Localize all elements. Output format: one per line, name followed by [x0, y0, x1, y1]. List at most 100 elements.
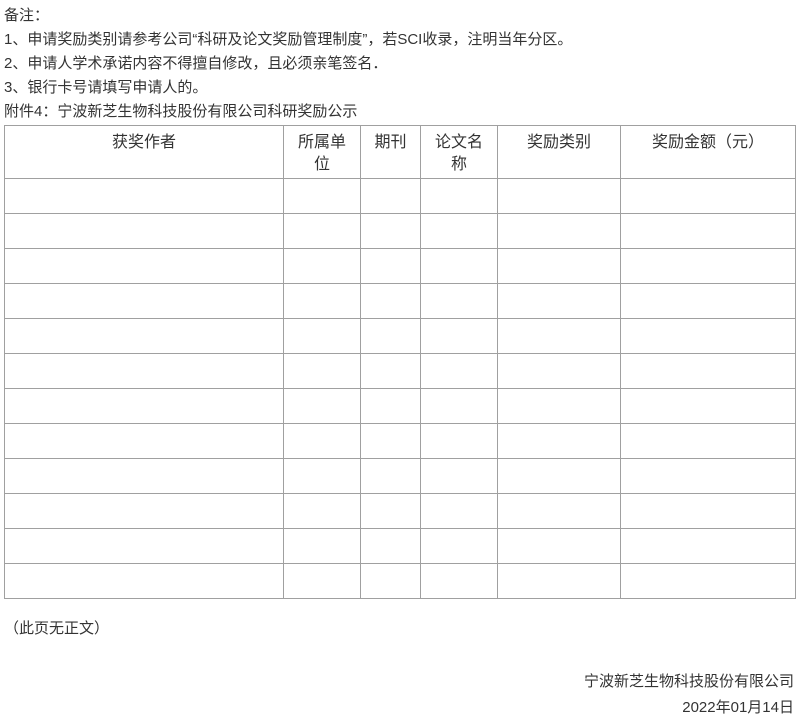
- header-cell: 期刊: [360, 125, 421, 179]
- header-cell: 获奖作者: [4, 125, 284, 179]
- table-cell: [620, 528, 796, 564]
- table-cell: [420, 423, 498, 459]
- closing-note: （此页无正文）: [4, 620, 110, 637]
- table-cell: [4, 248, 284, 284]
- table-row: [4, 423, 796, 459]
- signature-company: 宁波新芝生物科技股份有限公司: [583, 673, 794, 690]
- table-cell: [4, 493, 284, 529]
- note-item-3: 3、银行卡号请填写申请人的。: [4, 79, 208, 96]
- table-row: [4, 388, 796, 424]
- table-cell: [4, 353, 284, 389]
- table-cell: [4, 318, 284, 354]
- table-cell: [497, 283, 621, 319]
- table-body: [4, 178, 796, 599]
- table-cell: [620, 458, 796, 494]
- table-cell: [360, 178, 421, 214]
- table-cell: [4, 458, 284, 494]
- table-cell: [283, 388, 361, 424]
- notes-label: 备注：: [4, 7, 50, 24]
- signature-block: 宁波新芝生物科技股份有限公司 2022年01月14日: [4, 669, 795, 721]
- notes-section: 备注： 1、申请奖励类别请参考公司“科研及论文奖励管理制度”，若SCI收录，注明…: [4, 4, 795, 100]
- table-cell: [283, 493, 361, 529]
- table-cell: [283, 353, 361, 389]
- table-cell: [4, 423, 284, 459]
- table-cell: [420, 388, 498, 424]
- table-cell: [360, 213, 421, 249]
- table-cell: [4, 178, 284, 214]
- table-cell: [620, 563, 796, 599]
- table-cell: [360, 563, 421, 599]
- table-cell: [4, 388, 284, 424]
- attachment-title: 附件4：宁波新芝生物科技股份有限公司科研奖励公示: [4, 103, 358, 120]
- table-cell: [620, 248, 796, 284]
- table-cell: [420, 493, 498, 529]
- table-cell: [283, 528, 361, 564]
- table-row: [4, 563, 796, 599]
- table-cell: [4, 563, 284, 599]
- table-cell: [420, 353, 498, 389]
- table-row: [4, 528, 796, 564]
- table-row: [4, 353, 796, 389]
- table-cell: [4, 213, 284, 249]
- table-header-row: 获奖作者 所属单位 期刊 论文名称 奖励类别 奖励金额（元）: [4, 125, 796, 179]
- header-cell: 奖励金额（元）: [620, 125, 796, 179]
- table-cell: [420, 248, 498, 284]
- table-cell: [497, 423, 621, 459]
- table-cell: [420, 458, 498, 494]
- table-cell: [620, 423, 796, 459]
- table-cell: [420, 563, 498, 599]
- table-cell: [360, 458, 421, 494]
- table-cell: [360, 388, 421, 424]
- table-cell: [620, 388, 796, 424]
- table-cell: [497, 178, 621, 214]
- table-cell: [497, 458, 621, 494]
- header-cell: 奖励类别: [497, 125, 621, 179]
- table-cell: [283, 458, 361, 494]
- table-cell: [497, 563, 621, 599]
- table-cell: [420, 283, 498, 319]
- table-cell: [360, 493, 421, 529]
- header-cell: 所属单位: [283, 125, 361, 179]
- table-cell: [360, 353, 421, 389]
- table-row: [4, 248, 796, 284]
- table-cell: [620, 318, 796, 354]
- table-cell: [283, 213, 361, 249]
- table-cell: [497, 248, 621, 284]
- table-cell: [360, 423, 421, 459]
- table-cell: [420, 178, 498, 214]
- header-cell: 论文名称: [420, 125, 498, 179]
- table-cell: [620, 283, 796, 319]
- table-cell: [283, 423, 361, 459]
- table-row: [4, 283, 796, 319]
- table-cell: [283, 178, 361, 214]
- table-cell: [420, 318, 498, 354]
- table-cell: [420, 213, 498, 249]
- signature-date: 2022年01月14日: [682, 699, 794, 716]
- table-row: [4, 458, 796, 494]
- table-cell: [4, 528, 284, 564]
- table-row: [4, 178, 796, 214]
- note-item-2: 2、申请人学术承诺内容不得擅自修改，且必须亲笔签名．: [4, 55, 388, 72]
- table-cell: [283, 283, 361, 319]
- table-cell: [283, 318, 361, 354]
- table-cell: [497, 213, 621, 249]
- table-cell: [620, 493, 796, 529]
- table-cell: [283, 248, 361, 284]
- table-row: [4, 213, 796, 249]
- table-cell: [620, 213, 796, 249]
- table-cell: [497, 388, 621, 424]
- table-row: [4, 318, 796, 354]
- table-cell: [497, 493, 621, 529]
- table-cell: [420, 528, 498, 564]
- note-item-1: 1、申请奖励类别请参考公司“科研及论文奖励管理制度”，若SCI收录，注明当年分区…: [4, 31, 573, 48]
- table-cell: [360, 528, 421, 564]
- table-cell: [620, 353, 796, 389]
- table-cell: [497, 353, 621, 389]
- table-cell: [620, 178, 796, 214]
- table-cell: [360, 318, 421, 354]
- awards-table: 获奖作者 所属单位 期刊 论文名称 奖励类别 奖励金额（元）: [4, 125, 796, 599]
- table-row: [4, 493, 796, 529]
- table-cell: [4, 283, 284, 319]
- table-cell: [360, 283, 421, 319]
